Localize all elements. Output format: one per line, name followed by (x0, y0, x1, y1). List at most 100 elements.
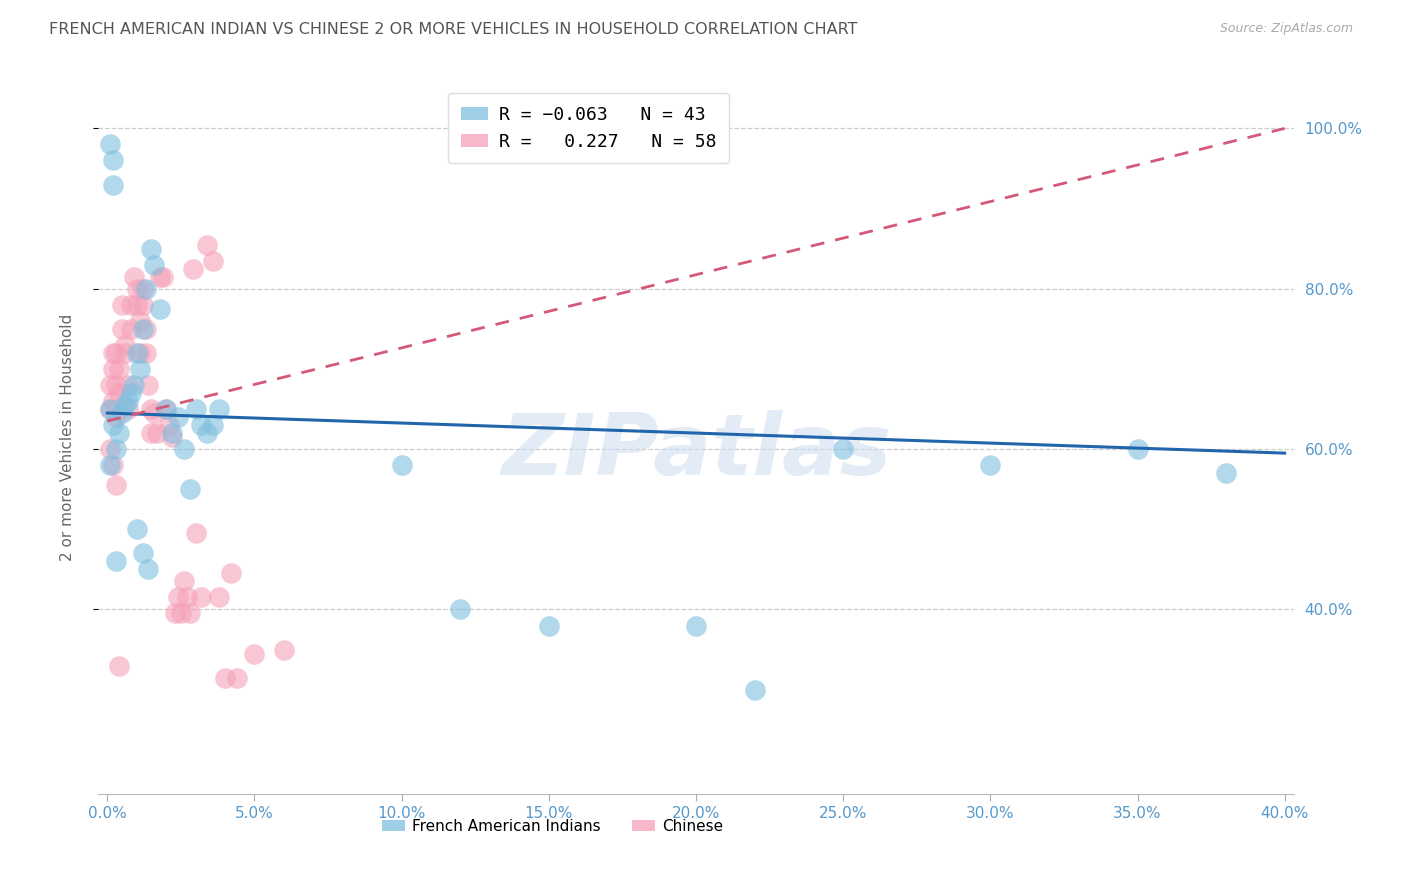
Point (111, 322, 134, 336)
Point (108, 426, 131, 441)
Point (101, 346, 124, 360)
Point (122, 269, 145, 284)
Point (111, 406, 134, 420)
Point (202, 253, 225, 268)
Point (176, 591, 198, 605)
Point (131, 546, 153, 560)
Point (98, 378, 121, 392)
Point (125, 522, 148, 536)
Point (111, 298, 134, 312)
Point (190, 418, 212, 433)
Point (184, 526, 207, 541)
Point (128, 362, 150, 376)
Point (114, 338, 136, 352)
Point (214, 671, 236, 685)
Point (146, 426, 169, 441)
Point (181, 261, 204, 276)
Text: Source: ZipAtlas.com: Source: ZipAtlas.com (1219, 22, 1353, 36)
Point (114, 398, 136, 412)
Point (117, 378, 139, 392)
Point (105, 378, 128, 392)
Point (98, 402, 121, 417)
Point (101, 153, 124, 168)
Point (160, 426, 183, 441)
Point (105, 442, 128, 456)
Point (391, 458, 413, 472)
Text: ZIPatlas: ZIPatlas (501, 409, 891, 493)
Point (105, 346, 128, 360)
Point (108, 362, 131, 376)
Point (125, 298, 148, 312)
Point (149, 269, 172, 284)
Point (195, 237, 218, 252)
Point (122, 378, 145, 392)
Point (141, 242, 163, 256)
Point (243, 647, 266, 661)
Point (138, 378, 160, 392)
Point (160, 430, 183, 444)
Point (98, 458, 121, 472)
Point (167, 591, 190, 605)
Point (225, 671, 247, 685)
Point (155, 402, 177, 417)
Point (832, 442, 855, 456)
Point (208, 402, 231, 417)
Point (143, 406, 166, 420)
Point (98, 442, 121, 456)
Text: FRENCH AMERICAN INDIAN VS CHINESE 2 OR MORE VEHICLES IN HOUSEHOLD CORRELATION CH: FRENCH AMERICAN INDIAN VS CHINESE 2 OR M… (49, 22, 858, 37)
Point (163, 607, 186, 621)
Point (208, 591, 231, 605)
Point (537, 618, 560, 632)
Point (167, 410, 190, 425)
Point (128, 346, 150, 360)
Point (131, 282, 153, 296)
Point (101, 362, 124, 376)
Point (685, 618, 707, 632)
Point (131, 298, 153, 312)
Point (152, 269, 174, 284)
Point (105, 554, 128, 568)
Point (202, 418, 225, 433)
Point (149, 301, 172, 316)
Point (195, 426, 218, 441)
Point (190, 591, 212, 605)
Point (117, 394, 139, 409)
Point (101, 394, 124, 409)
Point (120, 322, 142, 336)
Point (101, 418, 124, 433)
Point (117, 402, 139, 417)
Point (179, 607, 201, 621)
Point (219, 566, 242, 581)
Point (101, 178, 124, 192)
Point (173, 574, 195, 589)
Point (155, 402, 177, 417)
Point (1126, 442, 1149, 456)
Point (105, 410, 128, 425)
Point (98, 402, 121, 417)
Point (131, 322, 153, 336)
Point (108, 658, 131, 673)
Point (138, 562, 160, 576)
Point (450, 602, 472, 616)
Point (141, 402, 163, 417)
Point (184, 402, 207, 417)
Point (134, 346, 156, 360)
Point (120, 386, 142, 401)
Point (134, 282, 156, 296)
Legend: French American Indians, Chinese: French American Indians, Chinese (375, 813, 730, 839)
Point (128, 314, 150, 328)
Point (273, 642, 295, 657)
Point (179, 482, 201, 496)
Point (105, 478, 128, 492)
Point (114, 346, 136, 360)
Point (1215, 466, 1237, 480)
Point (141, 426, 163, 441)
Point (101, 458, 124, 472)
Point (125, 346, 148, 360)
Y-axis label: 2 or more Vehicles in Household: 2 or more Vehicles in Household (60, 313, 75, 561)
Point (108, 386, 131, 401)
Point (98, 137, 121, 152)
Point (744, 682, 766, 697)
Point (979, 458, 1001, 472)
Point (173, 442, 195, 456)
